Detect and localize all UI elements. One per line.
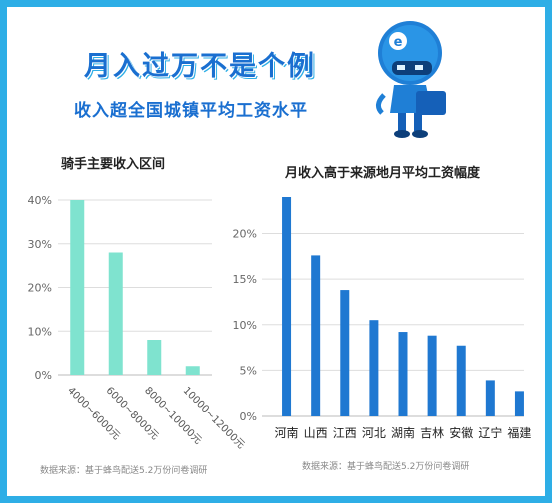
right-chart-title: 月收入高于来源地月平均工资幅度	[285, 166, 481, 181]
headline: 月入过万不是个例	[84, 51, 316, 82]
infographic-card	[7, 7, 545, 496]
data-source-right: 数据来源：基于蜂鸟配送5.2万份问卷调研	[302, 462, 470, 472]
robot-rider-icon: e	[376, 21, 446, 138]
left-chart-title: 骑手主要收入区间	[61, 157, 166, 172]
data-source-left: 数据来源：基于蜂鸟配送5.2万份问卷调研	[40, 466, 208, 476]
svg-text:e: e	[394, 35, 403, 50]
subheadline: 收入超全国城镇平均工资水平	[74, 101, 308, 121]
